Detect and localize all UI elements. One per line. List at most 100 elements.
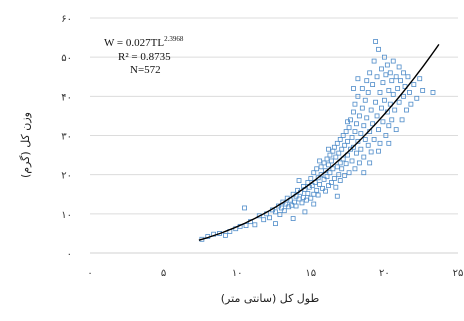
data-point — [337, 178, 343, 183]
data-point — [380, 119, 386, 125]
data-point — [376, 148, 381, 154]
x-tick-label: ۰ — [87, 268, 92, 279]
data-point — [345, 138, 351, 144]
data-point — [329, 180, 334, 185]
data-point — [374, 74, 380, 80]
x-tick-label: ۱۰ — [232, 268, 243, 279]
data-point — [354, 121, 359, 127]
data-point — [333, 184, 339, 190]
data-point — [404, 107, 409, 113]
data-point — [323, 188, 328, 194]
data-point — [308, 195, 314, 201]
data-point — [343, 161, 349, 167]
data-point — [408, 101, 414, 107]
data-point — [267, 215, 272, 221]
data-point — [389, 117, 395, 123]
data-point — [396, 64, 402, 70]
data-point — [389, 78, 395, 84]
data-point — [379, 105, 384, 111]
data-point — [311, 191, 317, 197]
data-point — [321, 176, 327, 182]
data-point — [387, 70, 393, 76]
data-point — [386, 123, 392, 129]
data-point — [362, 97, 368, 103]
data-point — [311, 201, 317, 207]
data-point — [379, 66, 384, 72]
data-point — [346, 125, 352, 131]
data-point — [339, 146, 345, 152]
data-point — [364, 78, 370, 84]
data-point — [365, 142, 371, 148]
data-point — [302, 209, 308, 215]
data-point — [351, 86, 356, 91]
data-point — [373, 99, 378, 105]
data-point — [296, 196, 302, 202]
data-point — [345, 119, 351, 125]
data-point — [334, 140, 340, 146]
data-point — [342, 173, 348, 178]
data-point — [386, 140, 392, 146]
data-point — [365, 90, 371, 95]
data-point — [367, 160, 373, 166]
data-point — [361, 123, 367, 129]
y-tick-label: ۵۰ — [61, 53, 72, 64]
data-point — [299, 200, 305, 206]
y-tick-label: ۳۰ — [61, 132, 72, 143]
data-point — [361, 154, 367, 160]
data-point — [392, 107, 398, 113]
data-point — [390, 91, 396, 97]
data-point — [411, 82, 417, 87]
data-point — [301, 194, 306, 200]
data-point — [355, 93, 361, 99]
data-point — [414, 95, 420, 101]
data-point — [368, 107, 374, 113]
data-point — [334, 164, 340, 170]
data-point — [305, 180, 311, 185]
sample-size-label: N=572 — [130, 64, 161, 76]
data-point — [390, 58, 396, 64]
data-point — [281, 208, 287, 214]
data-point — [320, 185, 325, 191]
r-squared-label: R² = 0.8735 — [118, 51, 171, 63]
equation-annotation: W = 0.027TL2.3968 R² = 0.8735 N=572 — [104, 35, 184, 76]
data-point — [405, 74, 411, 80]
data-point — [355, 138, 361, 144]
data-point — [399, 117, 405, 123]
data-point — [223, 232, 228, 238]
data-point — [330, 148, 336, 154]
data-point — [417, 76, 423, 82]
data-point — [358, 131, 364, 136]
data-point — [377, 140, 383, 146]
data-point — [243, 223, 249, 228]
data-point — [324, 156, 330, 162]
y-axis-ticks: ۰ ۱۰ ۲۰ ۳۰ ۴۰ ۵۰ ۶۰ — [61, 14, 72, 260]
y-tick-label: ۰ — [67, 249, 72, 260]
data-point — [305, 191, 311, 196]
data-point — [314, 187, 320, 193]
data-point — [359, 86, 365, 91]
data-point — [317, 182, 323, 187]
data-point — [309, 183, 315, 189]
data-point — [339, 166, 345, 172]
data-point — [329, 158, 334, 164]
data-point — [340, 133, 346, 138]
x-tick-label: ۲۵ — [453, 268, 464, 279]
y-tick-label: ۲۰ — [61, 171, 72, 182]
data-point — [315, 192, 321, 198]
data-point — [352, 129, 358, 134]
data-point — [420, 88, 426, 93]
gridlines — [90, 17, 458, 254]
equation-label: W = 0.027TL2.3968 — [104, 35, 184, 49]
data-point — [376, 127, 381, 133]
data-point — [370, 82, 376, 87]
data-point — [356, 160, 362, 166]
data-point — [377, 90, 383, 95]
data-point — [346, 170, 352, 176]
data-point — [318, 172, 324, 178]
data-point — [381, 54, 387, 60]
data-point — [362, 137, 368, 142]
data-point — [354, 150, 359, 156]
data-point — [318, 164, 324, 170]
data-point — [324, 174, 330, 180]
data-point — [383, 72, 389, 78]
